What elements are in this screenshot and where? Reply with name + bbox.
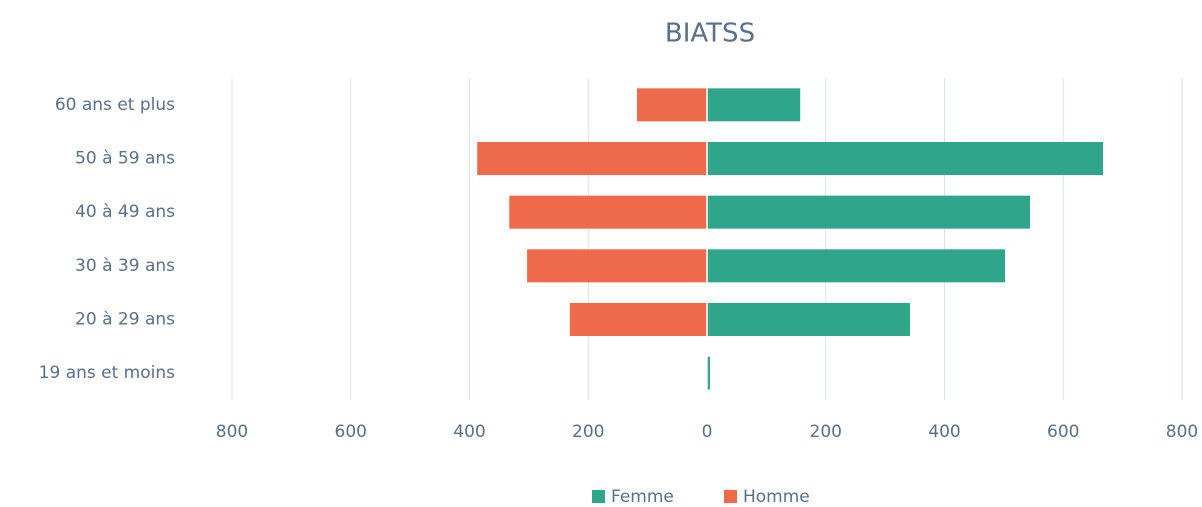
x-tick-label: 800: [216, 422, 248, 442]
legend-swatch: [592, 490, 605, 503]
bar: [707, 88, 801, 122]
x-tick-label: 400: [928, 422, 960, 442]
bar: [707, 142, 1104, 175]
bar: [569, 303, 707, 336]
legend-swatch: [724, 490, 737, 503]
legend-label: Femme: [611, 487, 674, 507]
bar: [707, 195, 1030, 229]
bar: [707, 249, 1006, 283]
y-tick-label: 60 ans et plus: [55, 95, 175, 115]
bar: [707, 303, 911, 336]
y-tick-label: 40 à 49 ans: [75, 202, 175, 222]
bar: [509, 195, 707, 229]
y-tick-label: 50 à 59 ans: [75, 149, 175, 169]
bar: [527, 249, 707, 283]
chart-title: BIATSS: [665, 19, 755, 49]
x-tick-label: 800: [1166, 422, 1198, 442]
legend-label: Homme: [743, 487, 810, 507]
y-tick-label: 20 à 29 ans: [75, 310, 175, 330]
x-tick-label: 200: [572, 422, 604, 442]
bar: [477, 142, 707, 175]
y-tick-label: 19 ans et moins: [39, 363, 175, 383]
x-tick-label: 600: [1047, 422, 1079, 442]
y-tick-label: 30 à 39 ans: [75, 256, 175, 276]
bar: [636, 88, 707, 122]
x-tick-label: 200: [810, 422, 842, 442]
x-tick-label: 0: [702, 422, 713, 442]
bar: [707, 356, 710, 390]
x-tick-label: 600: [335, 422, 367, 442]
x-tick-label: 400: [453, 422, 485, 442]
